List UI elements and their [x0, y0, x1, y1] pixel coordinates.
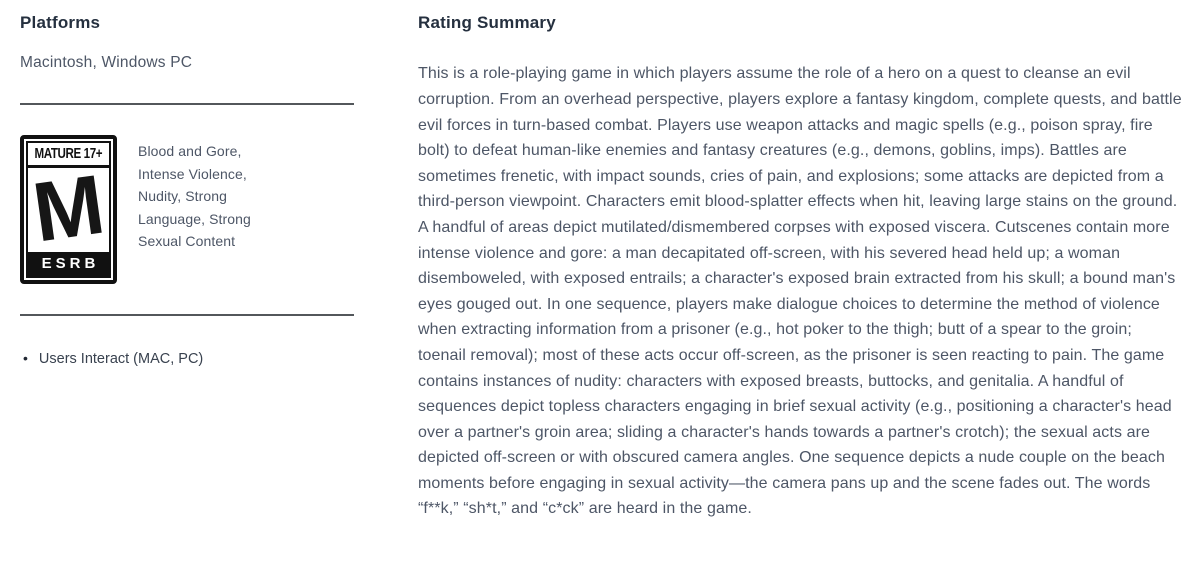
bullet-icon: • — [23, 350, 28, 367]
content-descriptors: Blood and Gore, Intense Violence, Nudity… — [138, 143, 251, 250]
divider — [20, 314, 354, 317]
esrb-letter-area: M — [28, 168, 109, 252]
esrb-category-band: MATURE 17+ — [28, 143, 109, 169]
rating-detail-page: Platforms Macintosh, Windows PC MATURE 1… — [20, 13, 1182, 522]
rating-block: MATURE 17+ M ESRB Blood and Gore, Intens… — [20, 135, 354, 285]
esrb-org-label: ESRB — [28, 252, 109, 277]
list-item: • Users Interact (MAC, PC) — [20, 350, 354, 367]
rating-summary-title: Rating Summary — [418, 13, 556, 32]
divider — [20, 103, 354, 106]
esrb-category-label: MATURE 17+ — [34, 146, 103, 163]
rating-summary-text: This is a role-playing game in which pla… — [418, 65, 1182, 518]
rating-summary-section: Rating Summary This is a role-playing ga… — [418, 13, 1182, 522]
esrb-mature-17-plus-icon: MATURE 17+ M ESRB — [20, 135, 117, 285]
esrb-m-letter: M — [28, 168, 109, 253]
interactive-elements-list: • Users Interact (MAC, PC) — [20, 350, 354, 367]
esrb-icon-frame: MATURE 17+ M ESRB — [26, 141, 111, 279]
interactive-element-label: Users Interact (MAC, PC) — [38, 351, 204, 368]
left-panel: Platforms Macintosh, Windows PC MATURE 1… — [20, 13, 354, 522]
platforms-value: Macintosh, Windows PC — [20, 54, 193, 72]
platforms-title: Platforms — [20, 13, 101, 32]
